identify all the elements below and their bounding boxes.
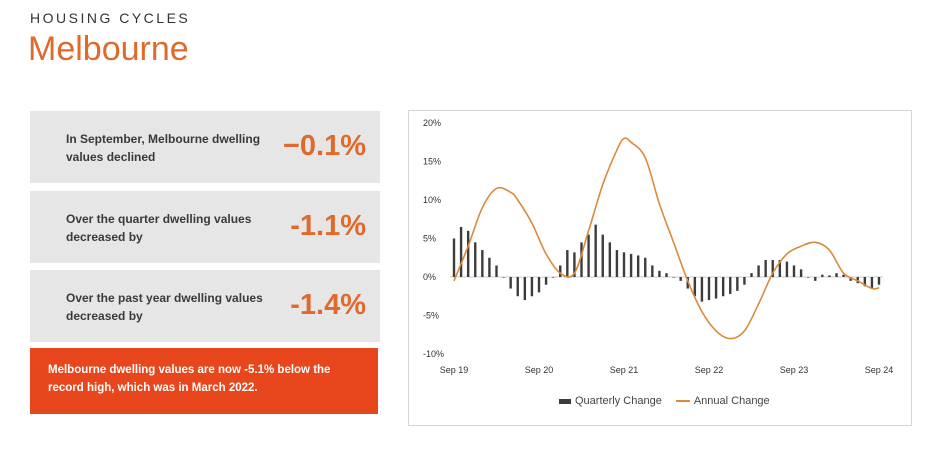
- quarterly-change-bar: [509, 277, 512, 289]
- stat-annual-desc: Over the past year dwelling values decre…: [66, 291, 263, 323]
- quarterly-change-bar: [629, 253, 633, 277]
- quarterly-change-bar: [792, 265, 796, 277]
- stat-annual-value: -1.4%: [290, 289, 366, 321]
- quarterly-change-bar: [778, 260, 782, 277]
- quarterly-change-bar: [743, 277, 746, 285]
- legend-line-label: Annual Change: [693, 395, 770, 407]
- x-tick-label: Sep 22: [695, 365, 724, 375]
- quarterly-change-bar: [573, 252, 576, 277]
- quarterly-change-bar: [870, 277, 874, 289]
- quarterly-change-bar: [750, 273, 753, 277]
- quarterly-change-bar: [608, 242, 612, 277]
- page-title: Melbourne: [28, 30, 189, 68]
- quarterly-change-bar: [700, 277, 704, 302]
- quarterly-change-bar: [488, 257, 491, 277]
- y-tick-label: -10%: [423, 349, 444, 359]
- quarterly-change-bar: [771, 260, 774, 277]
- quarterly-change-bar: [757, 265, 760, 277]
- stat-monthly-desc: In September, Melbourne dwelling values …: [66, 132, 261, 164]
- quarterly-change-bar: [736, 277, 739, 291]
- stat-card-quarterly: Over the quarter dwelling values decreas…: [30, 191, 380, 263]
- quarterly-change-bar: [863, 277, 867, 287]
- quarterly-change-bar: [806, 277, 810, 278]
- legend-line-swatch: [675, 400, 690, 402]
- quarterly-change-bar: [828, 275, 831, 277]
- quarterly-change-bar: [601, 234, 604, 277]
- quarterly-change-bar: [849, 277, 852, 281]
- quarterly-change-bar: [466, 230, 470, 277]
- chart-canvas: 20% 15% 10% 5% 0% -5% -10% Sep 19 Sep 20 Sep 21 Se…: [423, 118, 894, 375]
- quarterly-change-bar: [707, 277, 711, 301]
- y-tick-label: 5%: [423, 234, 436, 244]
- stat-card-monthly: In September, Melbourne dwelling values …: [30, 111, 380, 183]
- legend-bar-swatch: [559, 398, 571, 404]
- quarterly-change-bar: [544, 277, 548, 285]
- stat-quarterly-value: -1.1%: [290, 210, 366, 242]
- housing-cycle-chart: 20% 15% 10% 5% 0% -5% -10% Sep 19 Sep 20 Sep 21 Se…: [408, 110, 912, 426]
- y-tick-label: 20%: [423, 118, 441, 128]
- y-tick-label: 0%: [423, 272, 436, 282]
- quarterly-change-bar: [729, 277, 732, 294]
- quarterly-change-bar: [474, 242, 477, 277]
- quarterly-change-bar: [644, 257, 647, 277]
- quarterly-change-bar: [459, 226, 463, 277]
- y-tick-label: 10%: [423, 195, 441, 205]
- callout-text: Melbourne dwelling values are now -5.1% …: [48, 364, 331, 394]
- x-tick-label: Sep 19: [440, 365, 469, 375]
- stat-monthly-value: −0.1%: [282, 130, 366, 162]
- quarterly-change-bar: [502, 277, 505, 278]
- quarterly-change-bar: [835, 273, 838, 277]
- quarterly-change-bar: [523, 277, 527, 301]
- quarterly-change-bar: [481, 250, 484, 277]
- quarterly-change-bar: [495, 265, 498, 277]
- y-tick-label: 15%: [423, 157, 441, 167]
- stat-quarterly-desc: Over the quarter dwelling values decreas…: [66, 212, 252, 244]
- quarterly-change-bar: [452, 238, 456, 277]
- quarterly-change-bar: [814, 277, 817, 281]
- x-tick-label: Sep 23: [780, 365, 809, 375]
- quarterly-change-bar: [516, 277, 519, 297]
- x-tick-label: Sep 20: [525, 365, 554, 375]
- quarterly-change-bar: [551, 277, 555, 278]
- quarterly-change-bar: [842, 274, 845, 277]
- quarterly-change-bar: [580, 242, 583, 277]
- annual-change-line: [453, 137, 880, 340]
- y-tick-label: -5%: [423, 311, 439, 321]
- quarterly-change-bar: [693, 277, 697, 297]
- quarterly-change-bar: [785, 261, 789, 277]
- quarterly-change-bar: [821, 274, 824, 277]
- quarterly-change-bar: [672, 277, 675, 278]
- quarterly-change-bar: [764, 260, 767, 277]
- quarterly-change-bar: [530, 277, 534, 297]
- record-high-callout: Melbourne dwelling values are now -5.1% …: [30, 348, 378, 414]
- quarterly-change-bar: [651, 265, 654, 277]
- quarterly-change-bar: [622, 252, 626, 277]
- legend-bar-label: Quarterly Change: [575, 395, 662, 407]
- chart-legend: Quarterly Change Annual Change: [559, 395, 770, 407]
- quarterly-change-bar: [877, 277, 881, 285]
- quarterly-change-bar: [559, 265, 562, 277]
- quarterly-change-bar: [679, 277, 682, 281]
- x-tick-label: Sep 21: [610, 365, 639, 375]
- quarterly-change-bar: [587, 234, 590, 277]
- section-eyebrow: HOUSING CYCLES: [30, 10, 191, 26]
- quarterly-change-bar: [594, 224, 597, 277]
- quarterly-change-bar: [636, 255, 640, 277]
- quarterly-change-bar: [799, 269, 803, 277]
- quarterly-change-bar: [537, 277, 541, 293]
- stat-card-annual: Over the past year dwelling values decre…: [30, 270, 380, 342]
- quarterly-change-bar: [658, 270, 661, 277]
- quarterly-change-bar: [665, 273, 668, 277]
- quarterly-change-bar: [615, 250, 619, 277]
- x-tick-label: Sep 24: [865, 365, 894, 375]
- quarterly-change-bar: [714, 277, 718, 299]
- quarterly-change-bar: [566, 250, 569, 277]
- quarterly-change-bar: [721, 277, 725, 297]
